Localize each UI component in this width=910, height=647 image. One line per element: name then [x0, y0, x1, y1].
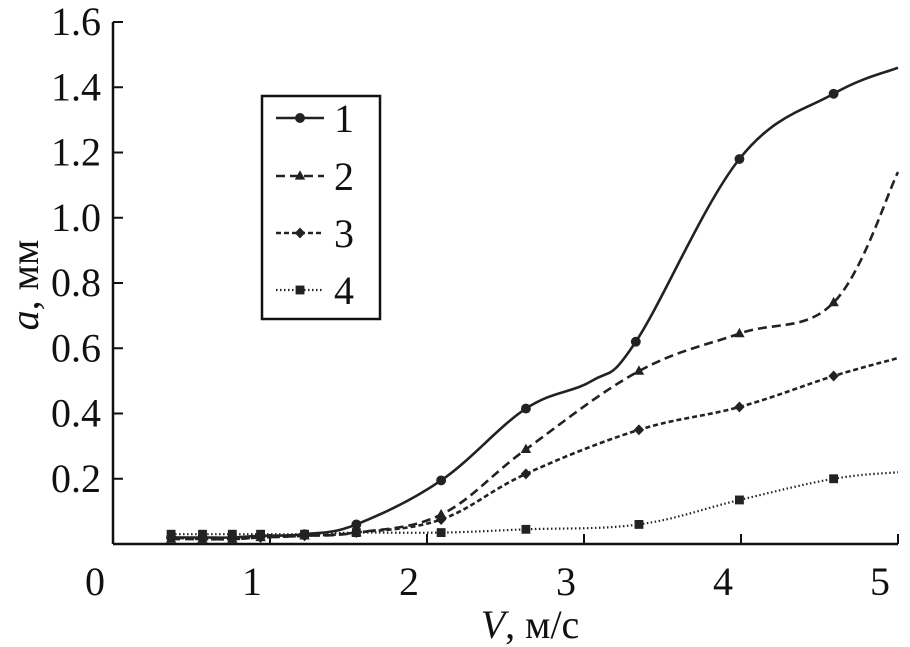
series-1-point — [734, 154, 745, 164]
series-3-point — [828, 370, 839, 382]
series-2-point — [633, 365, 645, 375]
series-4-point — [351, 528, 361, 538]
series-4 — [166, 471, 899, 539]
series-3-point — [633, 424, 645, 436]
series-4-point — [166, 529, 176, 539]
series-2-point — [435, 508, 447, 519]
y-tick-label: 1.6 — [51, 0, 101, 44]
y-tick-label: 0.4 — [51, 391, 101, 436]
x-tick-label: 3 — [556, 559, 576, 604]
series-1-point — [828, 88, 839, 99]
series-3 — [165, 356, 899, 545]
series-4-point — [735, 495, 744, 505]
series-3-point — [435, 514, 447, 525]
series-1-point — [351, 519, 362, 530]
x-tick-label: 4 — [713, 559, 733, 604]
series-2-point — [734, 327, 745, 338]
legend-marker-4 — [295, 285, 305, 295]
x-tick-label: 5 — [870, 559, 890, 604]
series-1-point — [436, 475, 447, 486]
series-4-point — [829, 474, 839, 484]
y-tick-label: 0.2 — [51, 456, 101, 501]
y-tick-label: 1.4 — [51, 64, 101, 109]
x-tick-label: 0 — [85, 559, 105, 604]
y-tick-label: 1.0 — [51, 195, 101, 240]
series-4-point — [436, 528, 446, 538]
legend-label-2: 2 — [334, 154, 354, 199]
series-3-point — [520, 468, 532, 480]
y-tick-label: 0.8 — [51, 260, 101, 305]
series-2-point — [520, 443, 532, 454]
series-4-point — [256, 529, 265, 539]
y-axis-variable: a — [2, 310, 47, 330]
y-tick-label: 0.6 — [51, 325, 101, 370]
x-axis-variable: V — [481, 602, 510, 647]
series-4-point — [521, 524, 531, 534]
series-3-point — [197, 533, 208, 545]
legend-label-3: 3 — [334, 211, 354, 256]
legend-marker-2 — [294, 170, 306, 180]
series-3-point — [734, 401, 745, 413]
x-tick-label: 1 — [242, 559, 262, 604]
y-axis-unit: , мм — [2, 240, 47, 311]
axis-labels: V, м/с a, мм — [2, 240, 579, 647]
series-4-point — [634, 520, 644, 529]
legend-box — [260, 94, 382, 321]
x-tick-label: 2 — [399, 559, 419, 604]
x-axis-label: V, м/с — [481, 602, 580, 647]
y-tick-label: 1.2 — [51, 130, 101, 175]
series-4-point — [227, 529, 237, 539]
axes: 0 1 2 3 4 5 0.2 0.4 0.6 0.8 1.0 1.2 1.4 1.6 — [51, 0, 899, 604]
series-2-point — [828, 296, 839, 307]
legend-marker-3 — [294, 227, 306, 239]
y-axis-label: a, мм — [2, 240, 47, 331]
legend: 1 2 3 4 — [260, 94, 382, 321]
x-axis-unit: , м/с — [505, 602, 579, 647]
series-line-3 — [171, 356, 899, 541]
legend-label-1: 1 — [334, 96, 354, 141]
series-1-point — [520, 403, 531, 414]
series-3-point — [227, 533, 238, 545]
series-line-4 — [171, 471, 899, 536]
legend-marker-1 — [295, 113, 305, 123]
series-layer — [165, 66, 900, 545]
legend-label-4: 4 — [334, 268, 354, 313]
series-4-point — [198, 529, 207, 539]
series-1-point — [630, 336, 641, 347]
series-4-point — [300, 529, 309, 539]
